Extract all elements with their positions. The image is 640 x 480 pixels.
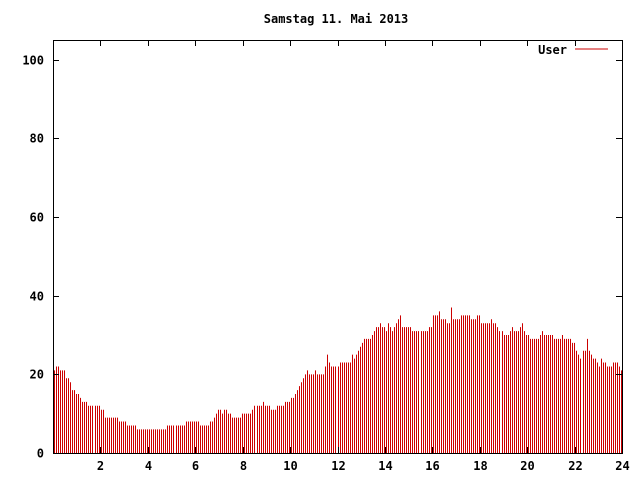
x-tick-label: 2 — [97, 459, 104, 473]
y-ticks: 0 20 40 60 80 100 — [22, 54, 622, 461]
y-tick-label: 20 — [30, 368, 44, 382]
y-tick-label: 80 — [30, 132, 44, 146]
y-tick-label: 0 — [37, 447, 44, 461]
y-tick-label: 60 — [30, 211, 44, 225]
x-tick-label: 16 — [425, 459, 439, 473]
x-tick-label: 8 — [240, 459, 247, 473]
x-tick-label: 24 — [615, 459, 629, 473]
legend: User — [538, 43, 608, 57]
x-tick-label: 22 — [568, 459, 582, 473]
chart-title: Samstag 11. Mai 2013 — [264, 12, 409, 26]
x-tick-label: 18 — [473, 459, 487, 473]
x-tick-label: 6 — [192, 459, 199, 473]
legend-label-user: User — [538, 43, 567, 57]
x-tick-label: 4 — [145, 459, 152, 473]
x-ticks: 2 4 6 8 10 12 14 16 18 20 22 24 — [97, 40, 630, 473]
x-tick-label: 20 — [520, 459, 534, 473]
x-tick-label: 12 — [331, 459, 345, 473]
y-tick-label: 40 — [30, 290, 44, 304]
x-tick-label: 10 — [283, 459, 297, 473]
bars-layer — [54, 307, 622, 453]
x-tick-label: 14 — [378, 459, 392, 473]
y-tick-label: 100 — [22, 54, 44, 68]
